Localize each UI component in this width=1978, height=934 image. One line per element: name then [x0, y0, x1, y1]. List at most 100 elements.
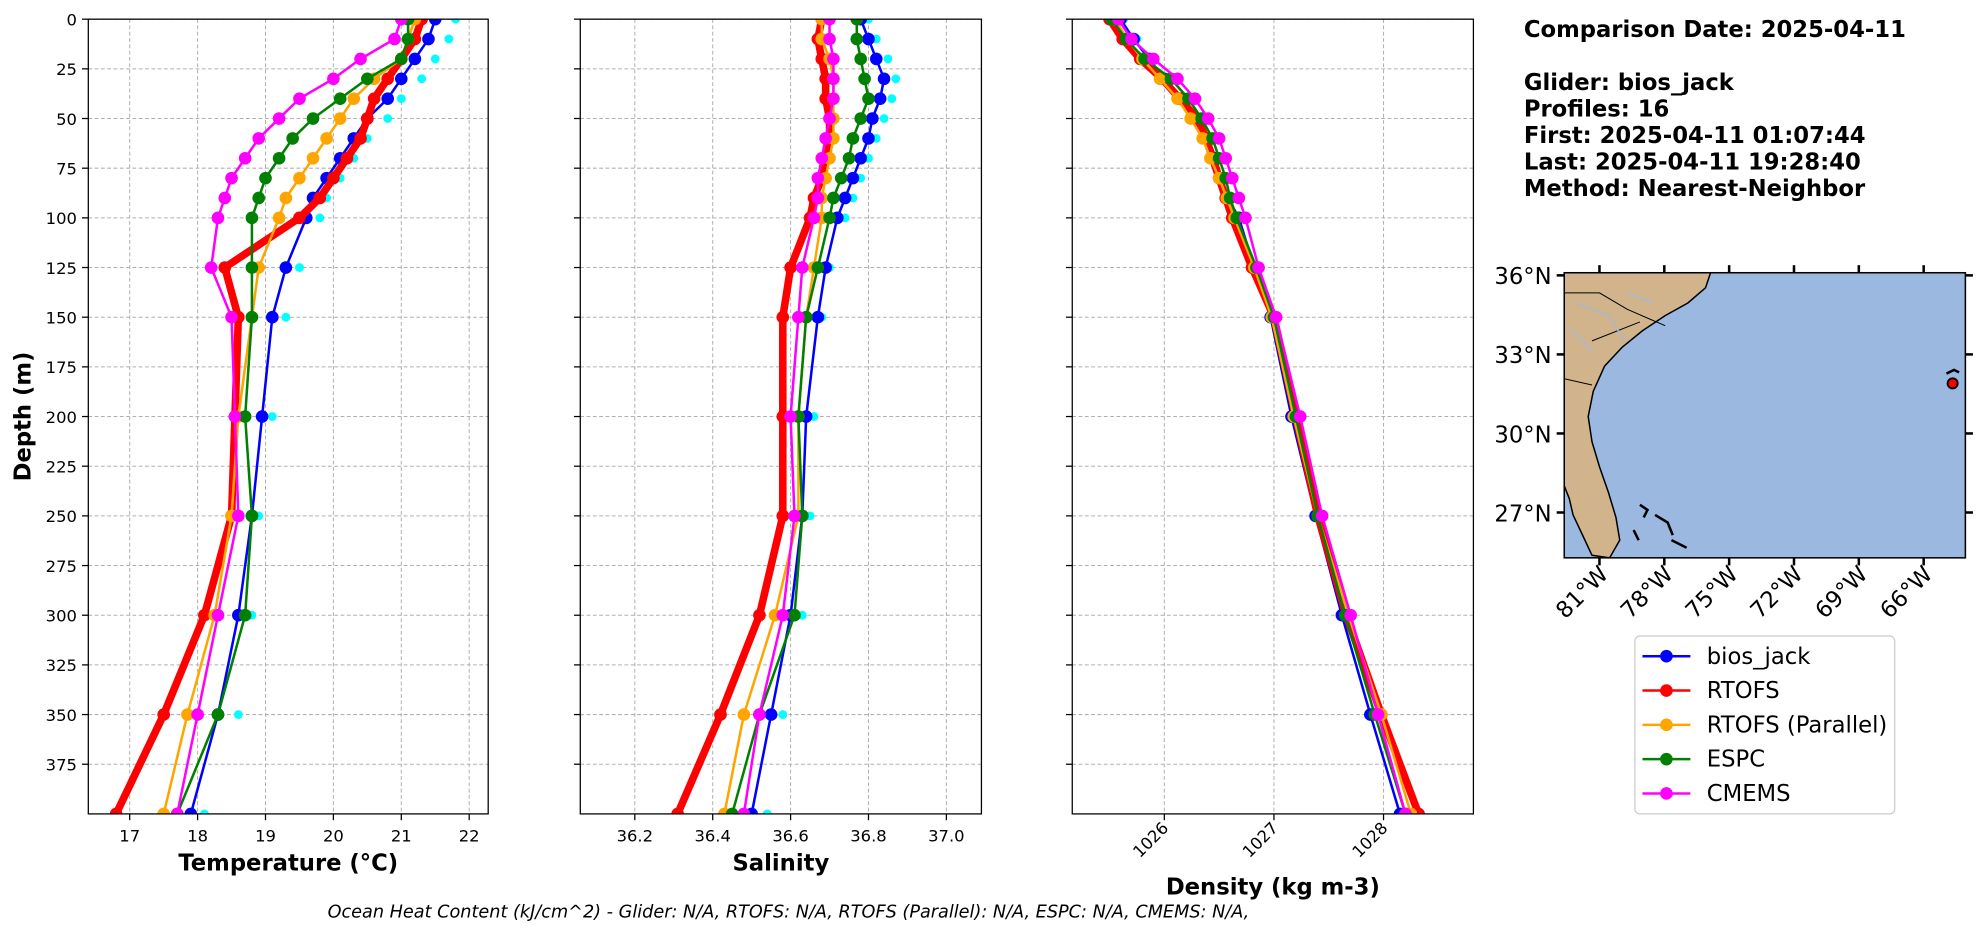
profile-point [199, 809, 209, 814]
y-tick-label: 375 [46, 756, 77, 775]
series-marker [753, 608, 766, 622]
info-title: Comparison Date: 2025-04-11 [1524, 17, 1906, 43]
series-marker [381, 72, 395, 86]
series-marker [1204, 151, 1217, 165]
series-marker [854, 151, 868, 165]
series-marker [1212, 132, 1226, 145]
series-marker [198, 608, 211, 622]
series-marker [238, 608, 252, 622]
y-tick-label: 100 [46, 209, 77, 228]
profile-point [879, 114, 889, 123]
series-marker [333, 92, 347, 105]
series-marker [286, 132, 299, 145]
land [1564, 272, 1712, 558]
y-tick-label: 125 [46, 259, 77, 278]
series-marker [1171, 92, 1184, 105]
series-marker [1201, 112, 1215, 125]
series-marker [245, 310, 259, 324]
series-marker [361, 72, 374, 86]
profile-point [295, 263, 304, 272]
series-marker [170, 807, 184, 814]
legend-label: RTOFS (Parallel) [1707, 712, 1887, 738]
series-marker [259, 171, 272, 185]
series-marker [1399, 807, 1412, 814]
profile-point [762, 809, 772, 814]
y-tick-label: 250 [46, 507, 77, 526]
series-marker [272, 151, 286, 165]
profile-point [887, 94, 897, 104]
plot-area [109, 19, 461, 814]
series-marker [795, 261, 809, 274]
series-marker [181, 708, 194, 721]
x-tick-label: 66°W [1875, 561, 1938, 624]
series-marker [823, 112, 836, 125]
series-marker [827, 92, 840, 105]
y-tick-label: 0 [67, 10, 77, 29]
x-tick-label: 81°W [1551, 561, 1614, 624]
series-marker [428, 19, 442, 26]
series-marker [671, 807, 684, 814]
series-marker [827, 72, 840, 86]
series-marker [265, 310, 279, 324]
series-marker [753, 708, 766, 721]
x-tick-label: 18 [187, 827, 208, 846]
y-tick-label: 27°N [1494, 501, 1551, 527]
series-marker [838, 191, 852, 205]
series-marker [394, 52, 408, 66]
profile-point [383, 114, 393, 123]
series-marker [819, 132, 832, 145]
info-line: Glider: bios_jack [1524, 70, 1735, 96]
profile-point [883, 54, 893, 64]
legend-marker [1660, 787, 1673, 800]
series-marker [1125, 32, 1138, 46]
series-marker [1225, 171, 1239, 185]
series-marker [764, 708, 778, 721]
series-marker [1252, 261, 1265, 274]
profile-point [281, 312, 291, 322]
series-marker [1153, 72, 1167, 86]
legend-marker [1660, 752, 1673, 766]
y-tick-label: 50 [56, 110, 77, 129]
y-tick-label: 30°N [1494, 422, 1551, 448]
series-marker [862, 132, 875, 145]
series-marker [340, 151, 354, 165]
series-marker [1315, 509, 1329, 523]
y-tick-label: 33°N [1494, 343, 1551, 369]
series-marker [225, 171, 238, 185]
series-marker [211, 708, 225, 721]
glider-position [1946, 377, 1959, 390]
series-marker [811, 310, 825, 324]
map-frame [1563, 271, 1967, 559]
x-tick-label: 72°W [1746, 561, 1809, 624]
x-tick-label: 36.8 [850, 827, 886, 846]
x-tick-label: 1026 [1129, 818, 1172, 861]
series-marker [394, 19, 408, 26]
x-tick-label: 75°W [1681, 561, 1744, 624]
series-marker [306, 151, 320, 165]
x-tick-label: 36.2 [617, 827, 653, 846]
series-marker [245, 509, 259, 523]
series-marker [776, 509, 790, 523]
x-axis-label: Salinity [732, 851, 829, 877]
series-marker [807, 211, 821, 225]
series-marker [333, 112, 347, 125]
series-marker [255, 410, 269, 423]
series-marker [109, 807, 123, 814]
profile-point [430, 54, 440, 64]
x-tick-label: 78°W [1616, 561, 1679, 624]
legend-label: ESPC [1707, 747, 1765, 773]
x-tick-label: 17 [119, 827, 140, 846]
legend-label: CMEMS [1707, 781, 1791, 807]
profile-point [267, 412, 277, 421]
series-marker [361, 112, 374, 125]
series-marker [725, 807, 739, 814]
series-marker [788, 509, 801, 523]
series-marker [862, 92, 875, 105]
series-marker [827, 191, 840, 205]
series-marker [347, 92, 361, 105]
info-line: Method: Nearest-Neighbor [1524, 176, 1866, 202]
y-tick-label: 350 [46, 706, 77, 725]
series-marker [354, 52, 367, 66]
